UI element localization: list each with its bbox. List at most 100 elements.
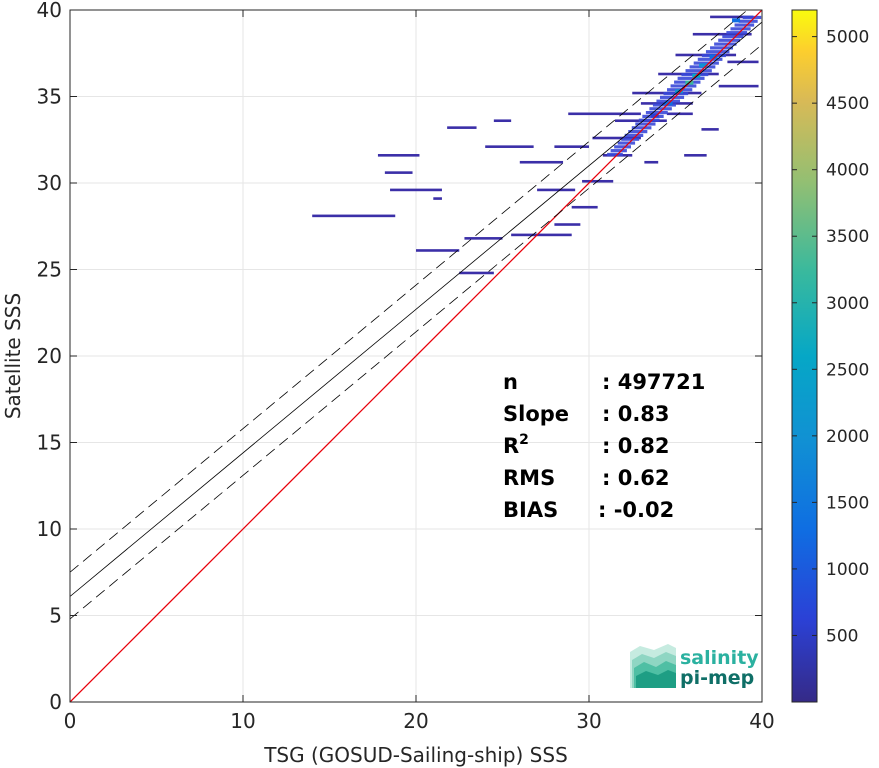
- stat-label: BIAS: [503, 498, 558, 522]
- density-cell: [730, 27, 751, 31]
- stat-label: Slope: [503, 402, 569, 426]
- stat-value: : -0.02: [598, 498, 674, 522]
- density-cell-hot: [699, 63, 708, 68]
- colorbar-tick-label: 5000: [826, 28, 869, 48]
- stat-label: n: [503, 370, 518, 394]
- colorbar-tick-label: 1500: [826, 493, 869, 513]
- density-cell: [617, 141, 636, 145]
- stat-value: : 497721: [602, 370, 705, 394]
- colorbar-ticks: 500 1000 1500 2000 2500 3000 3500 4000 4500 5000: [792, 28, 869, 646]
- density-cell: [718, 84, 759, 88]
- density-cell: [493, 119, 512, 123]
- stat-label: R2: [503, 432, 529, 458]
- density-cell: [614, 145, 631, 149]
- colorbar: [791, 9, 818, 703]
- density-cell: [734, 23, 755, 27]
- density-cell: [377, 154, 420, 157]
- density-cell: [649, 107, 672, 111]
- density-cell: [592, 136, 641, 140]
- x-tick-label: 10: [230, 709, 255, 733]
- density-cell: [714, 42, 737, 46]
- density-cell: [693, 61, 719, 65]
- density-cell: [710, 15, 754, 19]
- density-cell: [677, 76, 705, 80]
- density-cell: [433, 197, 442, 200]
- stat-value: : 0.83: [602, 402, 670, 426]
- density-cell: [416, 249, 460, 252]
- stat-label-sup: 2: [519, 432, 529, 448]
- density-cell: [624, 133, 644, 138]
- density-cell: [666, 112, 693, 116]
- density-cell: [628, 130, 648, 134]
- density-cell: [644, 160, 659, 164]
- density-cell: [485, 145, 534, 148]
- density-cell: [697, 57, 723, 61]
- x-tick-label: 40: [749, 709, 774, 733]
- colorbar-tick-label: 4000: [826, 161, 869, 181]
- stat-value: : 0.62: [602, 466, 670, 490]
- colorbar-tick-label: 3000: [826, 294, 869, 314]
- density-cell: [645, 110, 668, 115]
- colorbar-tick-label: 4500: [826, 94, 869, 114]
- stat-value: : 0.82: [602, 434, 670, 458]
- colorbar-tick-label: 500: [826, 626, 858, 646]
- density-cell: [571, 205, 598, 209]
- line-fit-lower: [70, 44, 762, 620]
- density-cell: [312, 214, 396, 218]
- density-cell: [621, 137, 640, 141]
- y-tick-label: 0: [49, 690, 62, 714]
- x-axis-title: TSG (GOSUD-Sailing-ship) SSS: [263, 743, 568, 767]
- x-tick-label: 0: [64, 709, 77, 733]
- density-cell: [684, 154, 707, 157]
- density-cell: [464, 237, 503, 240]
- density-cell: [742, 15, 762, 20]
- axis-ticks: 0 10 20 30 40 0 5 10 15 20 25 30 35 40: [37, 0, 775, 733]
- density-cell: [692, 32, 752, 36]
- wave-logo-icon: [630, 644, 676, 688]
- colorbar-tick-label: 1000: [826, 560, 869, 580]
- logo-line2: pi-mep: [680, 667, 754, 689]
- density-cell: [384, 171, 413, 174]
- y-tick-label: 40: [37, 0, 62, 22]
- density-cell: [511, 233, 572, 237]
- line-fit-upper: [70, 10, 749, 573]
- density-cell: [652, 103, 676, 107]
- density-cell: [607, 152, 623, 157]
- stats-box: n : 497721 Slope : 0.83 R2 : 0.82 RMS : 0.62 BIA…: [503, 370, 705, 522]
- density-cell: [537, 188, 576, 192]
- density-cell: [659, 95, 685, 99]
- y-tick-label: 30: [37, 171, 62, 195]
- density-cell: [638, 118, 660, 122]
- density-cell: [722, 34, 744, 39]
- colorbar-tick-label: 2500: [826, 360, 869, 380]
- density-cell: [656, 99, 681, 103]
- y-tick-label: 10: [37, 517, 62, 541]
- density-cell: [631, 126, 652, 130]
- density-cell: [554, 223, 581, 226]
- density-cell: [447, 126, 477, 129]
- density-cell: [635, 122, 656, 126]
- density-cell: [685, 69, 712, 73]
- density-cell: [519, 160, 564, 164]
- x-tick-label: 30: [576, 709, 601, 733]
- y-tick-label: 20: [37, 344, 62, 368]
- density-cell: [610, 149, 627, 153]
- x-tick-label: 20: [403, 709, 428, 733]
- density-cell-hot: [650, 113, 659, 118]
- y-tick-label: 5: [49, 604, 62, 628]
- density-cell: [738, 19, 758, 23]
- density-cell: [726, 31, 748, 35]
- regression-lines: [70, 10, 762, 702]
- density-cell: [390, 188, 442, 192]
- density-cell: [705, 50, 730, 54]
- y-tick-label: 25: [37, 258, 62, 282]
- logo-line1: salinity: [680, 647, 759, 669]
- line-fit: [70, 21, 762, 597]
- density-cell: [670, 84, 697, 88]
- stat-label: RMS: [503, 466, 555, 490]
- density-cell: [718, 38, 741, 42]
- density-cell-hot: [709, 54, 718, 59]
- density-cell: [568, 112, 641, 116]
- salinity-logo: salinity pi-mep: [630, 644, 759, 689]
